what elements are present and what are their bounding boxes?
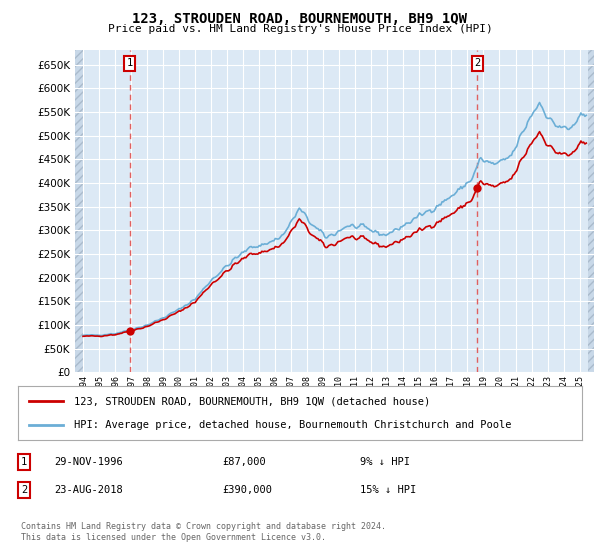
HPI: Average price, detached house, Bournemouth Christchurch and Poole: (2e+03, 7.78e+04): Average price, detached house, Bournemou… [98, 332, 105, 339]
Text: 15% ↓ HPI: 15% ↓ HPI [360, 485, 416, 495]
123, STROUDEN ROAD, BOURNEMOUTH, BH9 1QW (detached house) [583, 140, 590, 147]
123, STROUDEN ROAD, BOURNEMOUTH, BH9 1QW (detached house) [536, 128, 543, 135]
Text: 123, STROUDEN ROAD, BOURNEMOUTH, BH9 1QW (detached house): 123, STROUDEN ROAD, BOURNEMOUTH, BH9 1QW… [74, 396, 431, 407]
Text: £87,000: £87,000 [222, 457, 266, 467]
Text: £390,000: £390,000 [222, 485, 272, 495]
Text: Contains HM Land Registry data © Crown copyright and database right 2024.
This d: Contains HM Land Registry data © Crown c… [21, 522, 386, 542]
HPI: Average price, detached house, Bournemouth Christchurch and Poole: (2.01e+03, 3.13e+05): Average price, detached house, Bournemou… [358, 221, 365, 227]
Line: HPI: Average price, detached house, Bournemouth Christchurch and Poole: HPI: Average price, detached house, Bour… [83, 102, 586, 335]
Line: 123, STROUDEN ROAD, BOURNEMOUTH, BH9 1QW (detached house): 123, STROUDEN ROAD, BOURNEMOUTH, BH9 1QW… [83, 132, 586, 337]
123, STROUDEN ROAD, BOURNEMOUTH, BH9 1QW (detached house) [98, 333, 105, 340]
Text: 1: 1 [127, 58, 133, 68]
HPI: Average price, detached house, Bournemouth Christchurch and Poole: (2.02e+03, 5.16e+05): Average price, detached house, Bournemou… [566, 125, 574, 132]
Text: 9% ↓ HPI: 9% ↓ HPI [360, 457, 410, 467]
HPI: Average price, detached house, Bournemouth Christchurch and Poole: (2.02e+03, 5.19e+05): Average price, detached house, Bournemou… [561, 123, 568, 130]
123, STROUDEN ROAD, BOURNEMOUTH, BH9 1QW (detached house) [79, 333, 86, 340]
Text: 123, STROUDEN ROAD, BOURNEMOUTH, BH9 1QW: 123, STROUDEN ROAD, BOURNEMOUTH, BH9 1QW [133, 12, 467, 26]
HPI: Average price, detached house, Bournemouth Christchurch and Poole: (2.01e+03, 2.91e+05): Average price, detached house, Bournemou… [280, 231, 287, 238]
HPI: Average price, detached house, Bournemouth Christchurch and Poole: (1.99e+03, 7.81e+04): Average price, detached house, Bournemou… [79, 332, 86, 339]
Text: HPI: Average price, detached house, Bournemouth Christchurch and Poole: HPI: Average price, detached house, Bour… [74, 419, 512, 430]
Bar [75, 50, 83, 372]
123, STROUDEN ROAD, BOURNEMOUTH, BH9 1QW (detached house) [566, 151, 574, 158]
123, STROUDEN ROAD, BOURNEMOUTH, BH9 1QW (detached house) [392, 238, 399, 245]
123, STROUDEN ROAD, BOURNEMOUTH, BH9 1QW (detached house) [95, 333, 103, 340]
123, STROUDEN ROAD, BOURNEMOUTH, BH9 1QW (detached house) [561, 150, 568, 156]
Bar [587, 50, 594, 372]
Text: 2: 2 [475, 58, 481, 68]
123, STROUDEN ROAD, BOURNEMOUTH, BH9 1QW (detached house) [358, 233, 365, 240]
HPI: Average price, detached house, Bournemouth Christchurch and Poole: (2.01e+03, 3.03e+05): Average price, detached house, Bournemou… [392, 226, 399, 232]
HPI: Average price, detached house, Bournemouth Christchurch and Poole: (1.99e+03, 7.82e+04): Average price, detached house, Bournemou… [95, 332, 103, 339]
Text: 23-AUG-2018: 23-AUG-2018 [54, 485, 123, 495]
HPI: Average price, detached house, Bournemouth Christchurch and Poole: (2.03e+03, 5.43e+05): Average price, detached house, Bournemou… [583, 112, 590, 119]
HPI: Average price, detached house, Bournemouth Christchurch and Poole: (2.02e+03, 5.7e+05): Average price, detached house, Bournemou… [536, 99, 543, 106]
123, STROUDEN ROAD, BOURNEMOUTH, BH9 1QW (detached house) [280, 240, 287, 246]
Text: 2: 2 [21, 485, 27, 495]
Text: Price paid vs. HM Land Registry's House Price Index (HPI): Price paid vs. HM Land Registry's House … [107, 24, 493, 34]
Text: 29-NOV-1996: 29-NOV-1996 [54, 457, 123, 467]
Text: 1: 1 [21, 457, 27, 467]
